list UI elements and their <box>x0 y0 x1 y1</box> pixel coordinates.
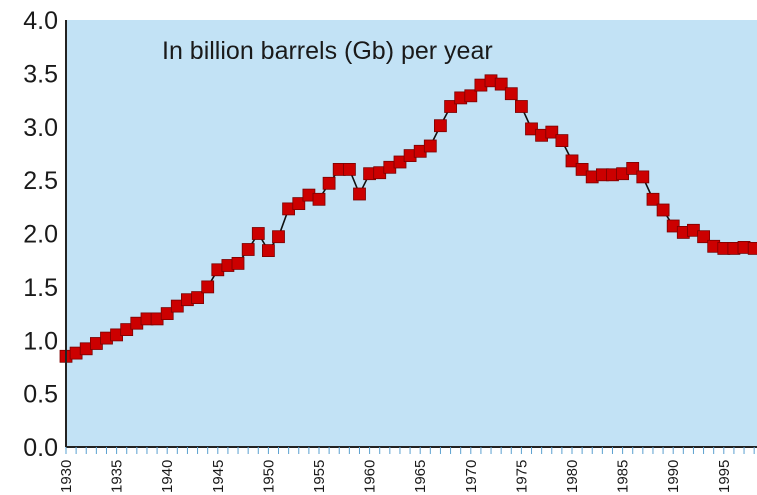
data-point-marker <box>241 243 255 256</box>
data-point-marker <box>353 187 366 201</box>
y-tick-label: 3.0 <box>23 114 58 142</box>
data-point-marker <box>646 192 660 206</box>
data-point-marker <box>261 244 275 258</box>
data-point-marker <box>626 161 640 175</box>
y-tick-label: 1.5 <box>23 274 58 302</box>
data-point-marker <box>272 230 285 244</box>
data-point-marker <box>251 227 265 240</box>
data-point-marker <box>555 134 569 148</box>
x-tick-label: 1930 <box>58 460 75 493</box>
data-point-marker <box>565 154 579 168</box>
x-tick-label: 1990 <box>665 460 682 493</box>
data-point-marker <box>160 307 174 321</box>
data-point-marker <box>292 197 306 211</box>
data-point-marker <box>525 122 538 136</box>
data-point-marker <box>342 162 356 176</box>
x-tick-label: 1965 <box>412 460 429 493</box>
data-point-marker <box>423 139 437 153</box>
x-tick-label: 1970 <box>463 460 480 493</box>
data-point-marker <box>231 256 245 270</box>
chart-title: In billion barrels (Gb) per year <box>162 37 493 65</box>
plot-area <box>66 20 757 447</box>
data-point-marker <box>575 162 589 176</box>
data-point-marker <box>504 87 518 101</box>
y-tick-label: 0.0 <box>23 434 58 462</box>
data-point-marker <box>697 230 710 244</box>
x-tick-label: 1940 <box>159 460 176 493</box>
data-point-marker <box>747 241 757 255</box>
x-tick-label: 1960 <box>362 460 379 493</box>
x-tick-label: 1995 <box>716 460 733 493</box>
y-tick-label: 2.5 <box>23 167 58 195</box>
y-tick-label: 4.0 <box>23 7 58 35</box>
data-point-marker <box>545 125 559 139</box>
data-point-marker <box>191 291 205 305</box>
y-tick-label: 0.5 <box>23 381 58 409</box>
y-tick-label: 1.0 <box>23 327 58 355</box>
data-point-marker <box>444 100 458 113</box>
x-tick-label: 1945 <box>210 460 227 493</box>
data-point-marker <box>494 77 508 91</box>
x-tick-label: 1980 <box>564 460 581 493</box>
data-point-marker <box>201 280 215 294</box>
x-tick-label: 1950 <box>260 460 277 493</box>
x-tick-label: 1935 <box>109 460 126 493</box>
data-point-marker <box>312 192 326 206</box>
data-point-marker <box>636 170 650 184</box>
y-tick-label: 3.5 <box>23 60 58 88</box>
data-point-marker <box>433 119 447 133</box>
data-point-marker <box>656 203 670 217</box>
data-point-marker <box>515 100 528 113</box>
data-point-marker <box>464 89 478 103</box>
data-point-marker <box>322 176 336 190</box>
x-tick-label: 1975 <box>513 460 530 493</box>
x-tick-label: 1985 <box>615 460 632 493</box>
x-tick-label: 1955 <box>311 460 328 493</box>
y-tick-label: 2.0 <box>23 221 58 249</box>
